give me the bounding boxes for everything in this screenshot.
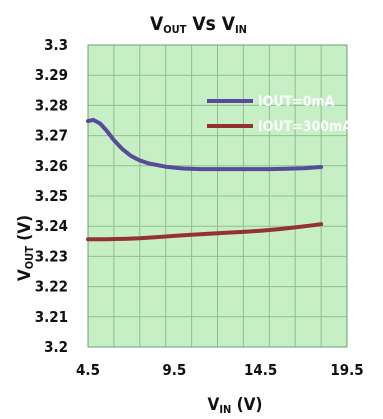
- y-tick-label: 3.22: [35, 278, 68, 296]
- xlabel-unit: (V): [231, 395, 262, 415]
- ylabel-sub: OUT: [23, 246, 36, 269]
- y-tick-label: 3.27: [35, 127, 68, 145]
- series-line-1: [86, 117, 324, 172]
- y-tick-label: 3.21: [35, 308, 68, 326]
- plot-frame: [87, 44, 348, 348]
- ylabel-unit: (V): [15, 215, 35, 246]
- y-tick-label: 3.24: [35, 217, 68, 235]
- y-tick-label: 3.29: [35, 66, 68, 84]
- y-tick-labels: 3.3 3.29 3.28 3.27 3.26 3.25 3.24 3.23 3.22 3.21 3…: [35, 36, 68, 356]
- y-axis-label: VOUT (V): [15, 215, 36, 281]
- series-lines: [86, 117, 324, 242]
- x-tick-label: 4.5: [76, 361, 100, 379]
- legend-label-1: IOUT=0mA: [258, 94, 335, 110]
- x-axis-label: VIN (V): [208, 395, 263, 416]
- ylabel-main: V: [15, 269, 35, 281]
- y-tick-label: 3.25: [35, 187, 68, 205]
- xlabel-main: V: [208, 395, 220, 415]
- y-tick-label: 3.28: [35, 96, 68, 114]
- x-tick-label: 19.5: [330, 361, 363, 379]
- y-tick-label: 3.3: [44, 36, 68, 54]
- title-main-sub: OUT: [163, 23, 186, 36]
- x-tick-labels: 4.5 9.5 14.5 19.5: [76, 361, 364, 379]
- title-end-sub: IN: [235, 23, 247, 36]
- xlabel-sub: IN: [219, 403, 231, 416]
- y-tick-label: 3.26: [35, 157, 68, 175]
- title-mid: Vs V: [186, 13, 235, 35]
- legend: IOUT=0mA IOUT=300mA: [207, 94, 352, 135]
- chart-title: VOUT Vs VIN: [150, 13, 247, 36]
- x-tick-label: 9.5: [162, 361, 186, 379]
- series-line-2: [86, 222, 324, 242]
- y-tick-label: 3.23: [35, 247, 68, 265]
- title-main: V: [150, 13, 164, 35]
- x-tick-label: 14.5: [244, 361, 277, 379]
- y-tick-label: 3.2: [44, 338, 68, 356]
- legend-label-2: IOUT=300mA: [258, 119, 352, 135]
